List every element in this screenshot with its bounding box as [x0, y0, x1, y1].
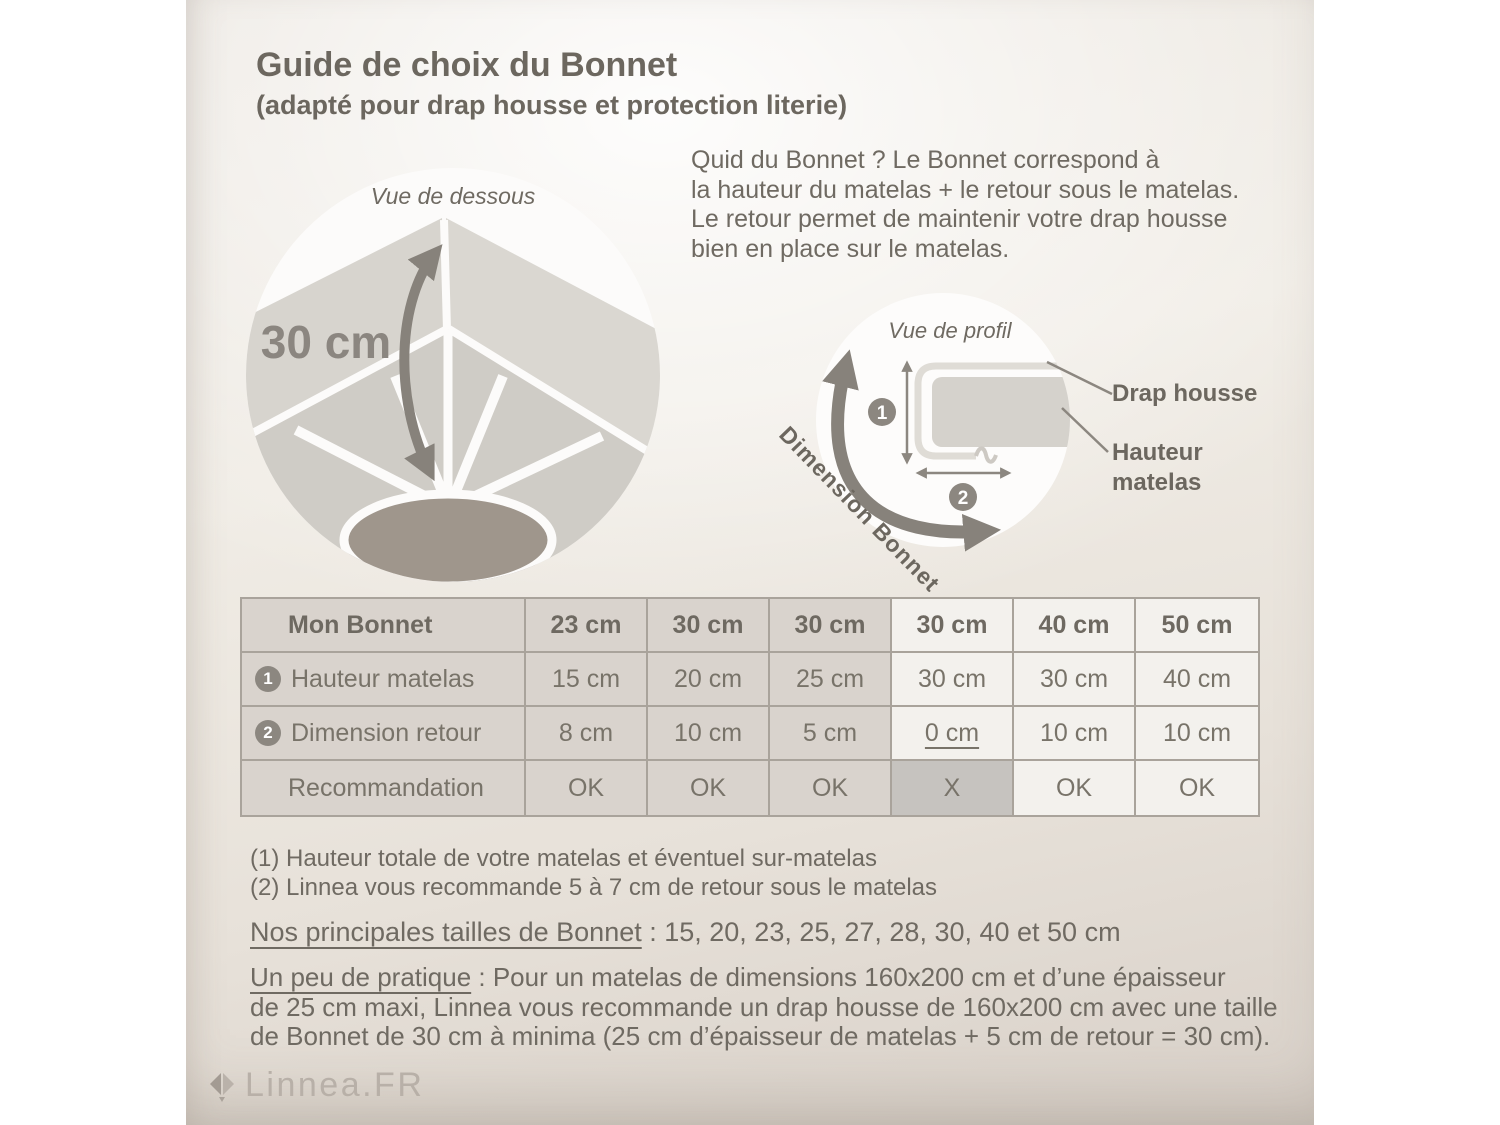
- table-header-label: Mon Bonnet: [242, 599, 526, 653]
- practice-line: de 25 cm maxi, Linnea vous recommande un…: [250, 991, 1278, 1022]
- bonnet-size-label: 30 cm: [261, 316, 391, 368]
- page-subtitle: (adapté pour drap housse et protection l…: [256, 90, 848, 120]
- intro-paragraph: Quid du Bonnet ? Le Bonnet correspond à …: [691, 146, 1239, 264]
- sizes-values: : 15, 20, 23, 25, 27, 28, 30, 40 et 50 c…: [641, 917, 1121, 947]
- table-row-label: 1 Hauteur matelas: [242, 653, 526, 707]
- sheet-callout-label: Drap housse: [1112, 380, 1258, 407]
- linnea-logo-text: Linnea.FR: [245, 1066, 425, 1104]
- row-label-text: Dimension retour: [291, 718, 482, 747]
- table-cell: 40 cm: [1136, 653, 1258, 707]
- practice-label: Un peu de pratique: [250, 962, 472, 992]
- table-header-cell: 40 cm: [1014, 599, 1136, 653]
- footnote-1: (1) Hauteur totale de votre matelas et é…: [250, 845, 877, 872]
- table-header-cell: 23 cm: [526, 599, 648, 653]
- bonnet-size-table: Mon Bonnet 23 cm 30 cm 30 cm 30 cm 40 cm…: [240, 597, 1260, 817]
- table-cell: 10 cm: [648, 707, 770, 761]
- intro-line: Quid du Bonnet ? Le Bonnet correspond à: [691, 146, 1160, 174]
- table-cell: 10 cm: [1014, 707, 1136, 761]
- intro-line: bien en place sur le matelas.: [691, 234, 1010, 263]
- table-header-cell: 30 cm: [892, 599, 1014, 653]
- table-cell: OK: [648, 761, 770, 815]
- available-sizes-line: Nos principales tailles de Bonnet : 15, …: [250, 917, 1121, 948]
- mattress-side: [932, 377, 1070, 447]
- table-header-cell: 30 cm: [770, 599, 892, 653]
- table-cell-zero-return: 0 cm: [892, 707, 1014, 761]
- intro-line: la hauteur du matelas + le retour sous l…: [691, 175, 1240, 204]
- badge-2-number: 2: [958, 488, 969, 509]
- table-header-cell: 50 cm: [1136, 599, 1258, 653]
- mattress-left-face: [246, 218, 446, 440]
- bonnet-dimension-arrow: [399, 244, 443, 482]
- badge-1-number: 1: [877, 403, 888, 424]
- table-header-cell: 30 cm: [648, 599, 770, 653]
- table-cell: 20 cm: [648, 653, 770, 707]
- practice-line: de Bonnet de 30 cm à minima (25 cm d’épa…: [250, 1021, 1271, 1051]
- footnotes: (1) Hauteur totale de votre matelas et é…: [250, 845, 937, 902]
- mattress-right-face: [446, 218, 660, 456]
- table-cell: OK: [1136, 761, 1258, 815]
- linnea-logo: Linnea.FR: [208, 1066, 424, 1105]
- sheet-callout-line: [1046, 360, 1113, 396]
- practice-line: Un peu de pratique : Pour un matelas de …: [250, 962, 1278, 993]
- table-cell: 25 cm: [770, 653, 892, 707]
- table-cell: OK: [770, 761, 892, 815]
- table-cell: OK: [1014, 761, 1136, 815]
- intro-line: Le retour permet de maintenir votre drap…: [691, 205, 1228, 233]
- table-cell: 30 cm: [1014, 653, 1136, 707]
- table-cell: 8 cm: [526, 707, 648, 761]
- bottom-view-diagram: 30 cm Vue de dessous: [246, 168, 660, 582]
- table-cell: OK: [526, 761, 648, 815]
- bottom-view-title: Vue de dessous: [371, 183, 536, 209]
- table-cell: 30 cm: [892, 653, 1014, 707]
- row-label-text: Hauteur matelas: [291, 664, 475, 693]
- dimension-bonnet-curved-arrow: [822, 349, 1002, 552]
- mattress-corner-under-view: [246, 218, 660, 582]
- profile-view-diagram: 1 2 Vue de profil: [816, 293, 1113, 552]
- mattress-callout-label: Hauteur matelas: [1112, 439, 1203, 496]
- table-row-label: 2 Dimension retour: [242, 707, 526, 761]
- sizes-label: Nos principales tailles de Bonnet: [250, 917, 642, 947]
- mattress-callout-line: [1061, 407, 1109, 453]
- practice-paragraph: Un peu de pratique : Pour un matelas de …: [250, 962, 1278, 1052]
- badge-2: 2: [255, 720, 281, 746]
- page-title: Guide de choix du Bonnet: [256, 46, 678, 84]
- underlined-value: 0 cm: [924, 718, 980, 747]
- table-cell: 15 cm: [526, 653, 648, 707]
- table-cell-not-recommended: X: [892, 761, 1014, 815]
- table-cell: 10 cm: [1136, 707, 1258, 761]
- mattress-bottom-opening: [339, 489, 557, 582]
- table-cell: 5 cm: [770, 707, 892, 761]
- linnea-leaf-icon: [210, 1072, 234, 1102]
- practice-text: : Pour un matelas de dimensions 160x200 …: [471, 962, 1226, 992]
- table-row-label: Recommandation: [242, 761, 526, 815]
- badge-1: 1: [255, 666, 281, 692]
- content-area: Guide de choix du Bonnet (adapté pour dr…: [186, 0, 1314, 1125]
- footnote-2: (2) Linnea vous recommande 5 à 7 cm de r…: [250, 873, 938, 901]
- profile-view-title: Vue de profil: [888, 318, 1012, 343]
